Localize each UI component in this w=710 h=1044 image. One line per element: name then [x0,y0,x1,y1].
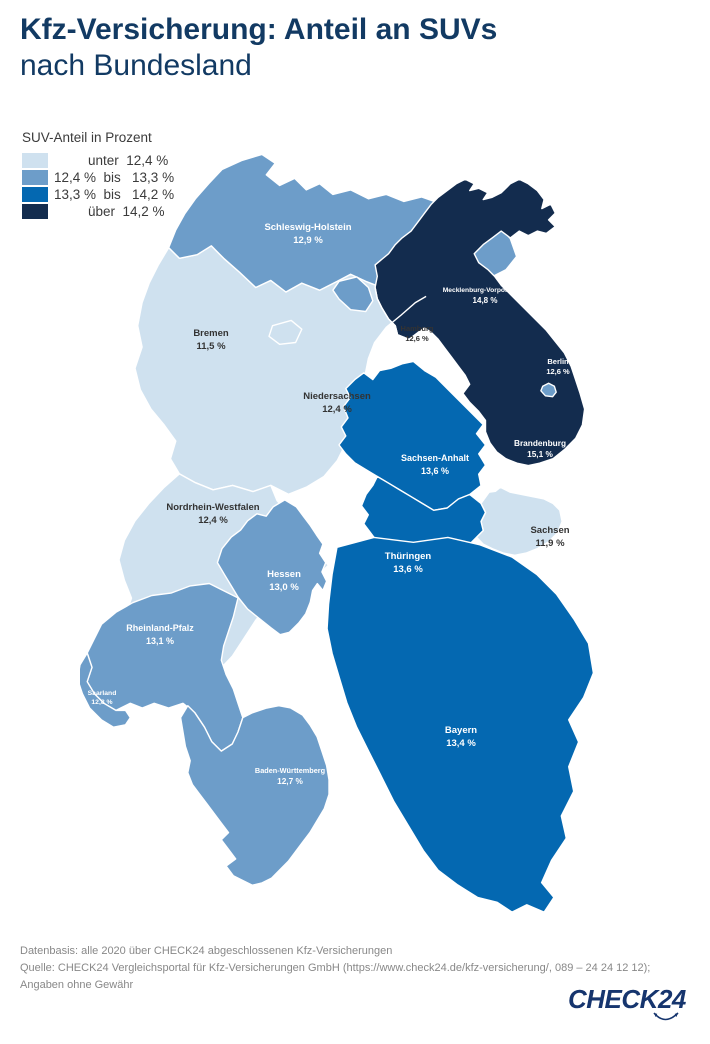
svg-text:13,6 %: 13,6 % [393,564,423,575]
svg-text:15,1 %: 15,1 % [527,449,553,459]
svg-text:Mecklenburg-Vorpommern: Mecklenburg-Vorpommern [443,287,528,294]
svg-text:13,1 %: 13,1 % [146,636,174,646]
svg-text:Berlin: Berlin [547,357,569,366]
svg-text:11,9 %: 11,9 % [535,538,565,549]
svg-text:CHECK24: CHECK24 [568,984,687,1014]
svg-text:Schleswig-Holstein: Schleswig-Holstein [264,222,351,233]
svg-text:Hamburg: Hamburg [401,324,434,333]
svg-text:Brandenburg: Brandenburg [514,438,566,448]
svg-text:14,8 %: 14,8 % [473,296,498,305]
svg-text:Nordrhein-Westfalen: Nordrhein-Westfalen [166,502,259,513]
svg-text:12,4 %: 12,4 % [322,404,352,415]
svg-text:11,5 %: 11,5 % [196,341,226,352]
svg-text:Bremen: Bremen [193,328,229,339]
svg-text:13,0 %: 13,0 % [269,582,299,593]
svg-text:12,7 %: 12,7 % [277,776,303,786]
svg-text:Sachsen: Sachsen [530,525,569,536]
svg-text:12,6 %: 12,6 % [405,334,429,343]
svg-text:Sachsen-Anhalt: Sachsen-Anhalt [401,453,469,463]
svg-text:Saarland: Saarland [88,690,117,697]
svg-text:Hessen: Hessen [267,569,301,580]
svg-text:12,4 %: 12,4 % [198,515,228,526]
svg-text:Bayern: Bayern [445,725,477,736]
svg-text:12,9 %: 12,9 % [293,235,323,246]
svg-text:Baden-Württemberg: Baden-Württemberg [255,766,325,775]
svg-text:12,8 %: 12,8 % [91,699,112,706]
svg-text:Niedersachsen: Niedersachsen [303,391,371,402]
svg-text:13,6 %: 13,6 % [421,466,449,476]
svg-text:Rheinland-Pfalz: Rheinland-Pfalz [126,623,194,633]
svg-text:13,4 %: 13,4 % [446,738,476,749]
svg-text:Thüringen: Thüringen [385,551,432,562]
svg-text:12,6 %: 12,6 % [546,367,570,376]
